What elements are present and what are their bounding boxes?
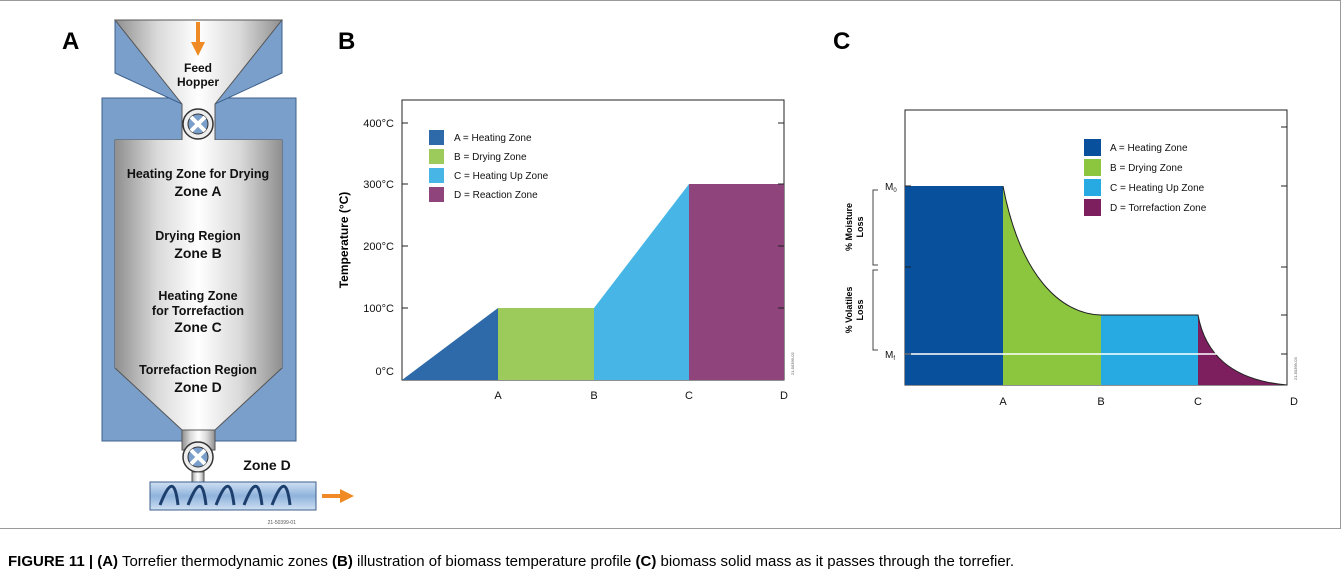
y-tick-b-300: 300°C [363,179,394,191]
caption-part-c: (C) [635,553,657,570]
moisture-loss-label-1: % Moisture [844,203,854,251]
legend-label-c-b: B = Drying Zone [1110,163,1183,174]
legend-swatch-b-a [429,130,444,145]
caption-figure-label: FIGURE 11 | [8,553,94,570]
moisture-bracket [872,189,878,266]
zone-c-area-b [594,184,689,380]
volatiles-bracket [872,269,878,351]
legend-label-c-c: C = Heating Up Zone [1110,183,1205,194]
feed-label-line-2: Hopper [177,75,219,89]
panel-letter-c: C [833,28,851,55]
zone-a-name: Zone A [175,183,222,199]
feed-label-line-1: Feed [184,61,212,75]
legend-swatch-c-b [1084,159,1101,176]
y-axis-label-b: Temperature (°C) [337,192,351,289]
legend-swatch-c-c [1084,179,1101,196]
mass-curve [1002,185,1288,386]
zone-b-title: Drying Region [155,229,240,243]
zone-c-area-c [1101,315,1198,385]
bottom-rotary-valve [182,441,214,473]
zone-a-title: Heating Zone for Drying [127,167,269,181]
x-tick-b-a: A [494,390,502,402]
zone-c-name: Zone C [174,319,221,335]
zone-b-name: Zone B [174,245,221,261]
x-tick-c-d: D [1290,396,1298,408]
legend-swatch-b-d [429,187,444,202]
m0-label: M0 [885,182,897,194]
y-tick-b-100: 100°C [363,303,394,315]
legend-label-b-a: A = Heating Zone [454,133,532,144]
zone-d-title: Torrefaction Region [139,363,257,377]
x-tick-b-c: C [685,390,693,402]
legend-c: A = Heating Zone B = Drying Zone C = Hea… [1084,139,1207,216]
figure-id-c: 21-50399-03 [1293,357,1298,380]
caption-text-a: Torrefier thermodynamic zones [118,553,333,570]
zone-c-title-line-1: Heating Zone [158,289,237,303]
figure-caption: FIGURE 11 | (A) Torrefier thermodynamic … [8,553,1014,570]
legend-label-b-b: B = Drying Zone [454,152,527,163]
zone-b-area-b [498,308,594,380]
panel-letter-a: A [62,28,80,55]
legend-swatch-c-d [1084,199,1101,216]
x-tick-c-b: B [1097,396,1104,408]
zone-a-area-b [402,308,498,380]
x-tick-b-b: B [590,390,597,402]
mf-label: Mf [885,350,895,362]
zone-b-area-c [1003,186,1101,385]
screw-conveyor [149,481,317,511]
figure-id-b: 21-50399-02 [790,352,795,375]
screw-zone-label: Zone D [243,457,290,473]
caption-part-a: (A) [97,553,119,570]
discharge-arrow-icon [322,489,354,503]
zone-d-area-b [689,184,784,380]
top-rotary-valve [182,108,214,140]
x-tick-b-d: D [780,390,788,402]
vessel-column [115,140,282,368]
volatiles-loss-label-1: % Volatiles [844,287,854,334]
moisture-loss-label-2: Loss [855,216,865,237]
legend-label-b-d: D = Reaction Zone [454,190,538,201]
x-tick-c-c: C [1194,396,1202,408]
legend-swatch-c-a [1084,139,1101,156]
legend-label-c-a: A = Heating Zone [1110,143,1188,154]
legend-swatch-b-c [429,168,444,183]
zone-d-name: Zone D [174,379,221,395]
zone-c-title-line-2: for Torrefaction [152,304,244,318]
figure-id-a: 21-50399-01 [268,520,297,526]
legend-label-b-c: C = Heating Up Zone [454,171,549,182]
caption-text-b: illustration of biomass temperature prof… [352,553,636,570]
zone-a-area-c [905,186,1003,385]
caption-text-c: biomass solid mass as it passes through … [656,553,1015,570]
y-tick-b-400: 400°C [363,118,394,130]
legend-b: A = Heating Zone B = Drying Zone C = Hea… [429,130,549,202]
y-tick-b-0: 0°C [376,366,395,378]
zone-d-area-c [1198,315,1287,385]
y-tick-b-200: 200°C [363,241,394,253]
legend-swatch-b-b [429,149,444,164]
mass-profile-chart: M0 Mf % Moisture Loss % Volatiles Loss A… [844,109,1298,408]
volatiles-loss-label-2: Loss [855,299,865,320]
legend-label-c-d: D = Torrefaction Zone [1110,203,1207,214]
figure-frame [0,0,1341,529]
feed-in-arrow-icon [191,22,205,56]
temperature-profile-chart: 400°C 300°C 200°C 100°C 0°C Temperature … [337,99,795,402]
torrefier-diagram: Feed Hopper Heating Zone for Drying Zone… [101,19,354,526]
panel-letter-b: B [338,28,356,55]
caption-part-b: (B) [332,553,353,570]
x-tick-c-a: A [999,396,1007,408]
